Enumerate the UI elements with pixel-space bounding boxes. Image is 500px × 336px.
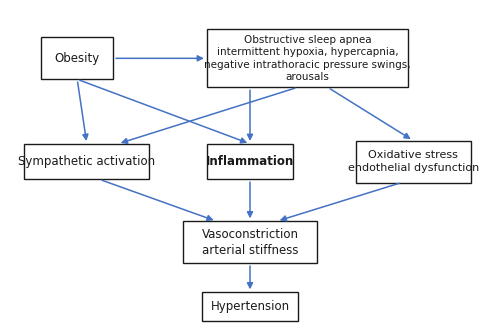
Text: Inflammation: Inflammation: [206, 155, 294, 168]
FancyBboxPatch shape: [207, 29, 408, 87]
FancyBboxPatch shape: [24, 144, 149, 179]
FancyBboxPatch shape: [41, 37, 113, 79]
FancyBboxPatch shape: [202, 292, 298, 321]
Text: Oxidative stress
endothelial dysfunction: Oxidative stress endothelial dysfunction: [348, 150, 479, 173]
FancyBboxPatch shape: [183, 221, 317, 263]
FancyBboxPatch shape: [207, 144, 293, 179]
Text: Hypertension: Hypertension: [210, 300, 290, 313]
Text: Sympathetic activation: Sympathetic activation: [18, 155, 156, 168]
Text: Obstructive sleep apnea
intermittent hypoxia, hypercapnia,
negative intrathoraci: Obstructive sleep apnea intermittent hyp…: [204, 35, 411, 82]
Text: Obesity: Obesity: [54, 52, 100, 65]
FancyBboxPatch shape: [356, 140, 471, 182]
Text: Vasoconstriction
arterial stiffness: Vasoconstriction arterial stiffness: [202, 228, 298, 257]
